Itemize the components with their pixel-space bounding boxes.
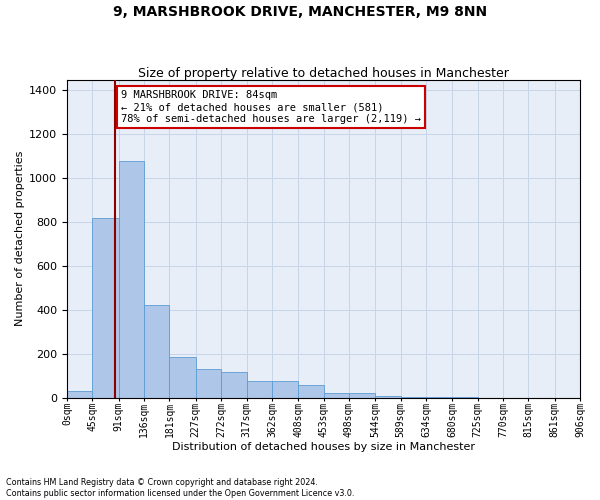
X-axis label: Distribution of detached houses by size in Manchester: Distribution of detached houses by size …	[172, 442, 475, 452]
Bar	[247, 381, 272, 398]
Y-axis label: Number of detached properties: Number of detached properties	[15, 151, 25, 326]
Bar	[272, 381, 298, 398]
Bar	[349, 393, 375, 398]
Bar	[323, 393, 349, 398]
Bar	[375, 396, 401, 398]
Bar	[119, 160, 144, 398]
Title: Size of property relative to detached houses in Manchester: Size of property relative to detached ho…	[138, 66, 509, 80]
Text: 9 MARSHBROOK DRIVE: 84sqm
← 21% of detached houses are smaller (581)
78% of semi: 9 MARSHBROOK DRIVE: 84sqm ← 21% of detac…	[121, 90, 421, 124]
Bar	[144, 306, 169, 398]
Bar	[169, 357, 196, 398]
Bar	[67, 391, 92, 398]
Bar	[92, 218, 119, 398]
Text: 9, MARSHBROOK DRIVE, MANCHESTER, M9 8NN: 9, MARSHBROOK DRIVE, MANCHESTER, M9 8NN	[113, 5, 487, 19]
Bar	[298, 386, 323, 398]
Bar	[221, 372, 247, 398]
Text: Contains HM Land Registry data © Crown copyright and database right 2024.
Contai: Contains HM Land Registry data © Crown c…	[6, 478, 355, 498]
Bar	[196, 369, 221, 398]
